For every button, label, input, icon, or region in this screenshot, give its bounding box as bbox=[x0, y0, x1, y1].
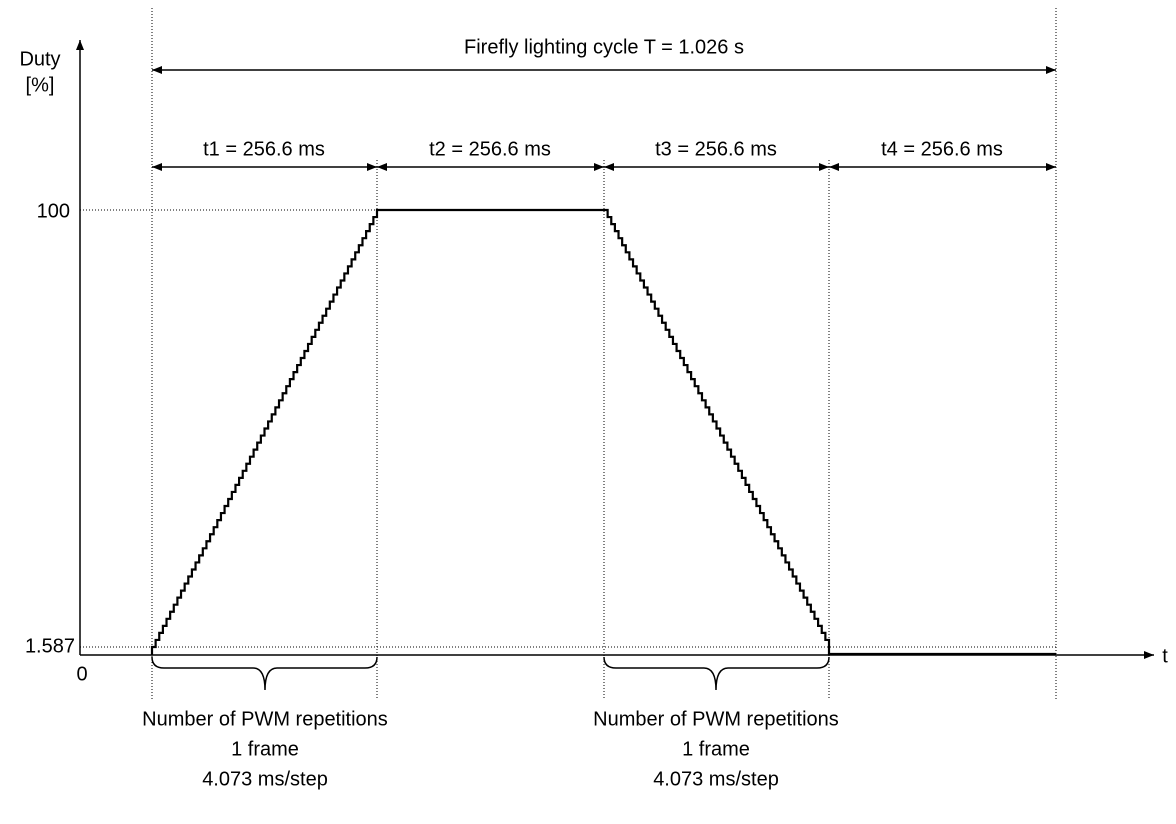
annotation-line: 1 frame bbox=[231, 738, 299, 760]
y-tick-label: 0 bbox=[76, 663, 87, 685]
duty-waveform bbox=[150, 208, 1056, 656]
interval-label: t4 = 256.6 ms bbox=[881, 138, 1003, 160]
interval-label: t2 = 256.6 ms bbox=[429, 138, 551, 160]
y-axis-label: [%] bbox=[26, 74, 55, 96]
brace bbox=[603, 656, 830, 691]
guides bbox=[80, 8, 1057, 700]
brace bbox=[151, 656, 378, 691]
y-tick-label: 100 bbox=[37, 200, 70, 222]
y-tick-label: 1.587 bbox=[25, 635, 75, 657]
y-axis-label: Duty bbox=[19, 48, 60, 70]
annotation-line: Number of PWM repetitions bbox=[142, 708, 388, 730]
annotation-line: Number of PWM repetitions bbox=[593, 708, 839, 730]
intervals: t1 = 256.6 ms t2 = 256.6 ms t3 = 256.6 m… bbox=[152, 138, 1056, 171]
x-axis-label: t bbox=[1162, 645, 1168, 667]
interval-label: t3 = 256.6 ms bbox=[655, 138, 777, 160]
annotation-line: 4.073 ms/step bbox=[653, 768, 779, 790]
annotation-line: 4.073 ms/step bbox=[202, 768, 328, 790]
annotation-line: 1 frame bbox=[682, 738, 750, 760]
interval-label: t1 = 256.6 ms bbox=[203, 138, 325, 160]
cycle-label: Firefly lighting cycle T = 1.026 s bbox=[464, 36, 744, 58]
